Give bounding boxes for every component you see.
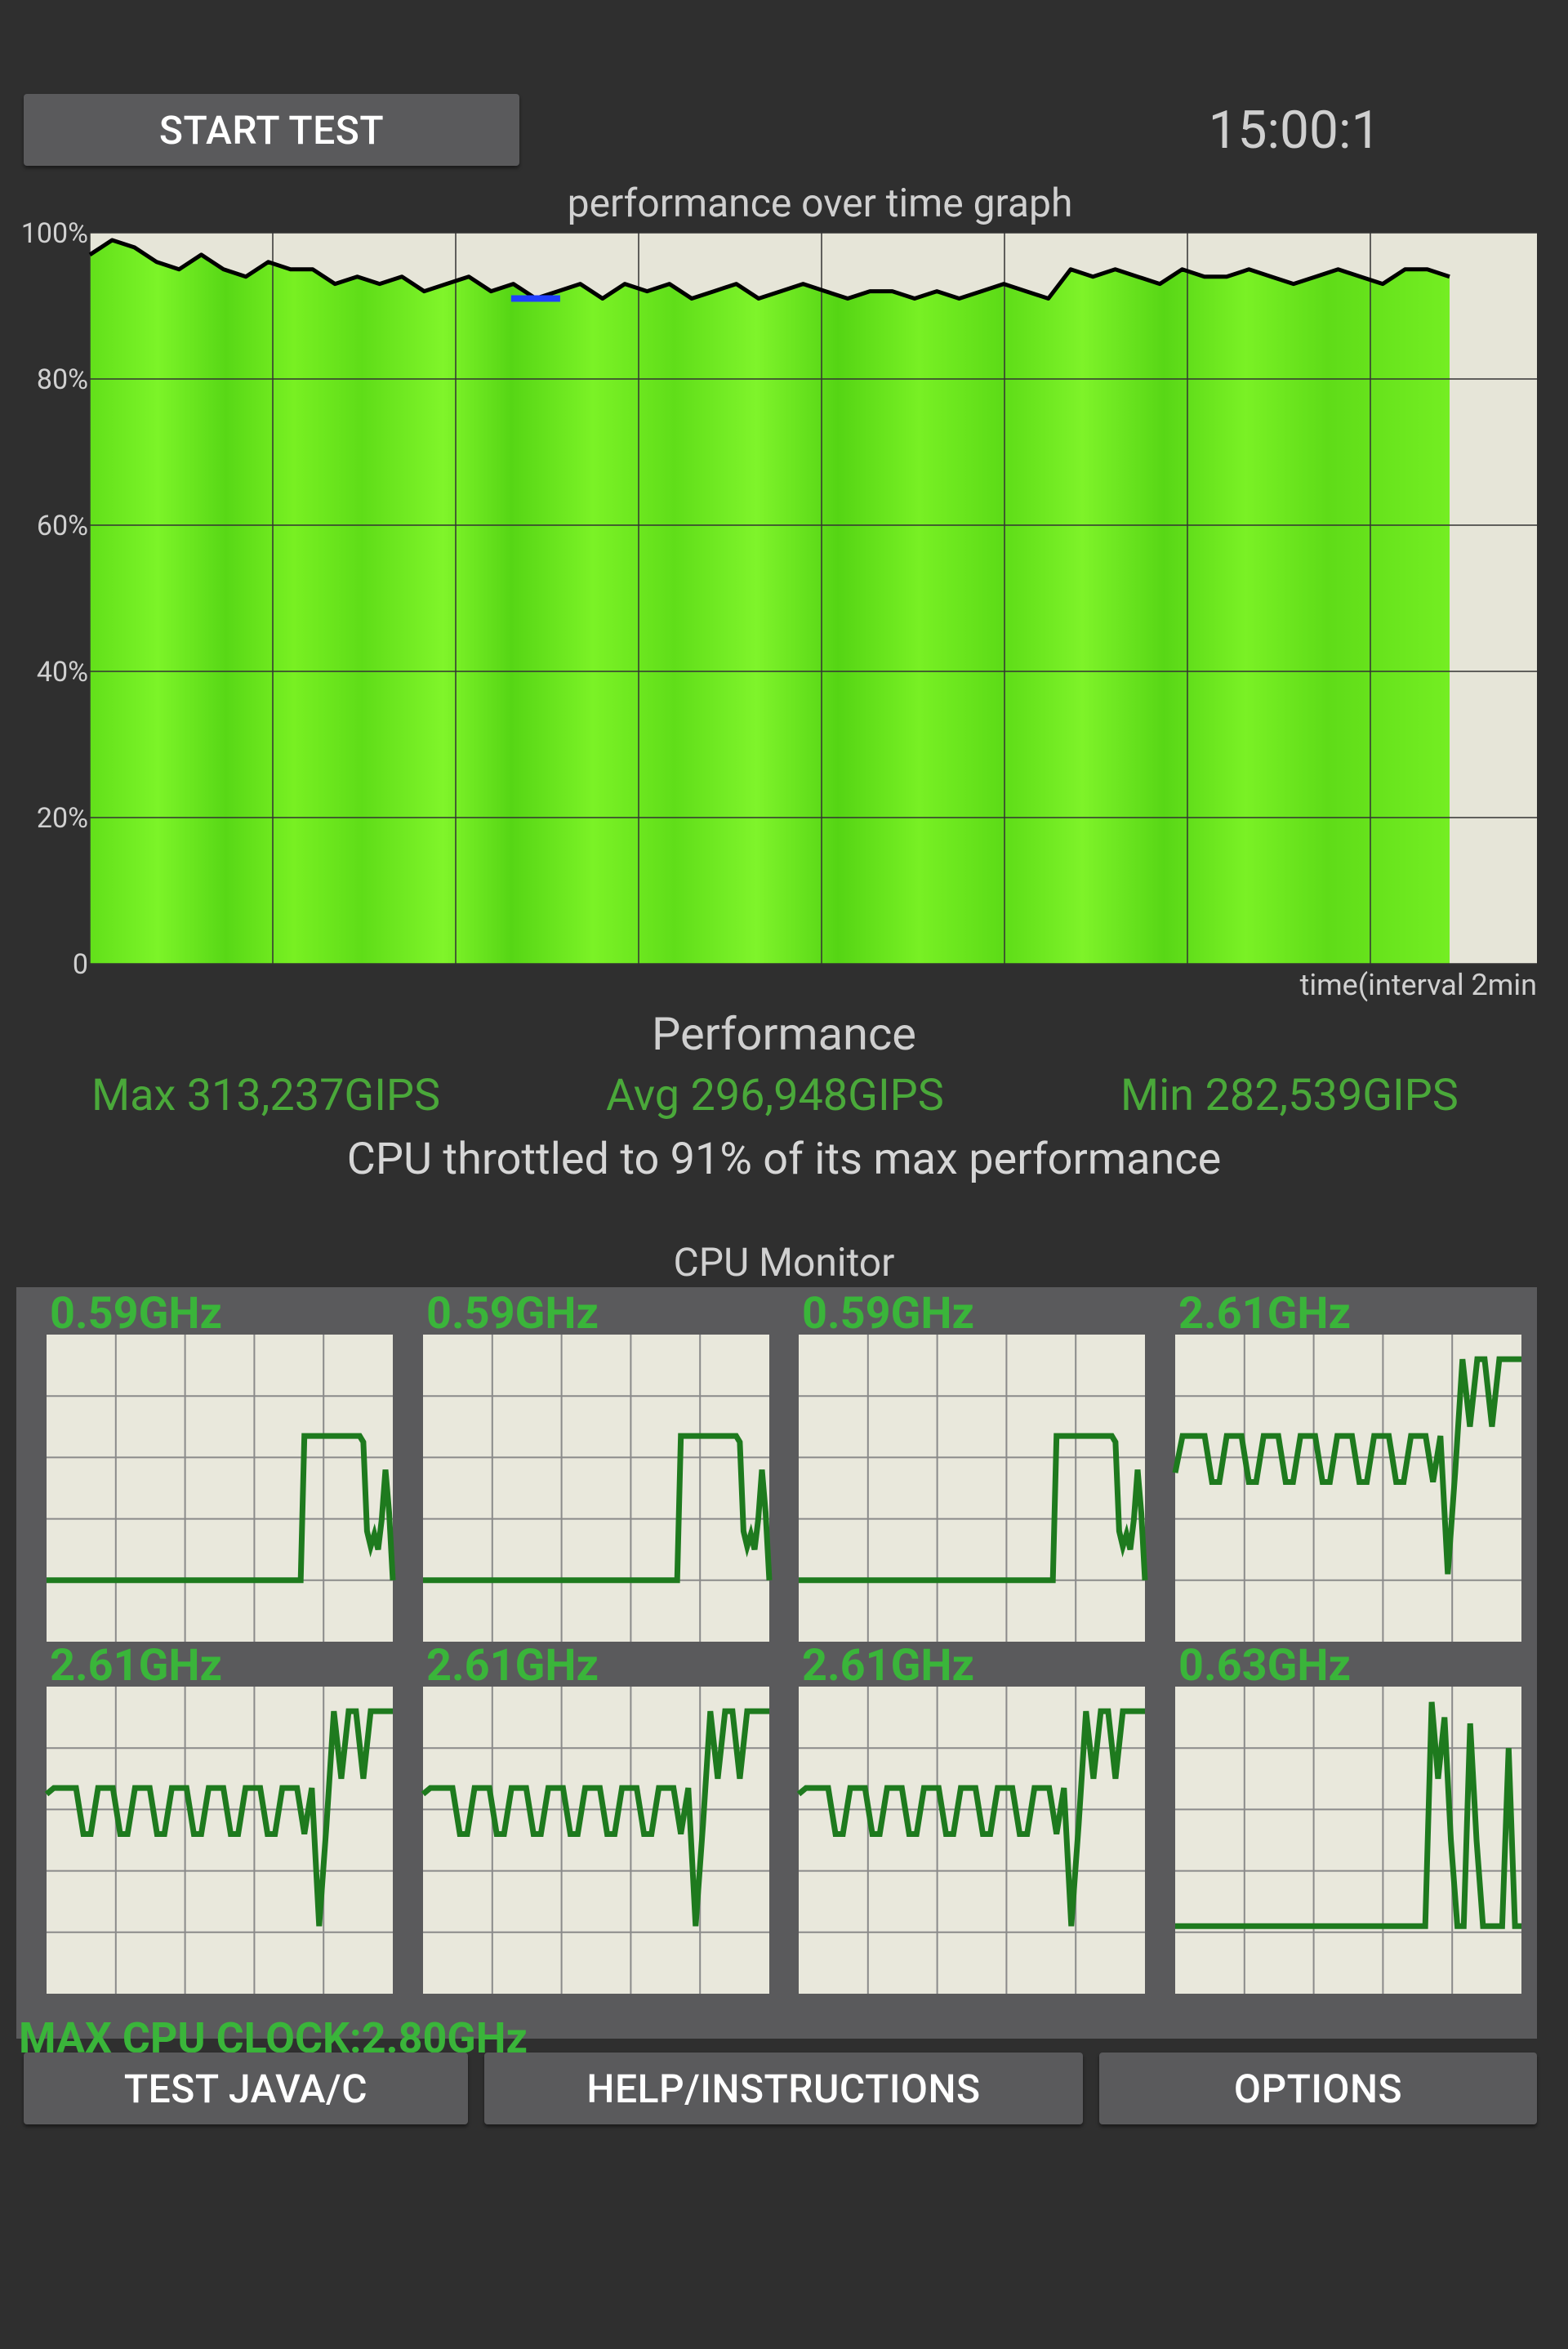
cpu-monitor-panel: 0.59GHz 0.59GHz 0.59GHz 2.61GHz 2.61GHz 2.61G… <box>16 1287 1537 2060</box>
timer: 15:00:1 <box>1208 99 1381 161</box>
core-frequency: 0.59GHz <box>50 1288 223 1339</box>
core-graph-5 <box>421 1687 769 1994</box>
y-tick-label: 0 <box>73 948 88 981</box>
core-graph-0 <box>47 1335 396 1642</box>
core-graph-3 <box>1172 1335 1521 1642</box>
performance-heading: Performance <box>652 1007 916 1061</box>
performance-graph: 100% 80% 60% 40% 20% 0 time(interval 2min <box>21 221 1537 1002</box>
core-load-line <box>1175 1701 1521 1929</box>
core-load-line <box>423 1433 773 1584</box>
core-graph-6 <box>796 1687 1145 1994</box>
core-frequency: 2.61GHz <box>50 1640 223 1692</box>
performance-area <box>90 240 1450 964</box>
avg-performance: Avg 296,948GIPS <box>606 1070 944 1121</box>
core-frequency: 0.59GHz <box>802 1288 975 1339</box>
core-graph-bg <box>799 1335 1145 1642</box>
performance-line <box>88 238 1450 301</box>
core-load-line <box>44 1708 393 1927</box>
y-tick-label: 80% <box>37 363 88 396</box>
help-instructions-button[interactable]: HELP/INSTRUCTIONS <box>484 2053 1083 2124</box>
core-load-line <box>421 1708 769 1927</box>
core-graph-7 <box>1175 1687 1521 1994</box>
core-graph-2 <box>799 1335 1148 1642</box>
start-test-button[interactable]: START TEST <box>24 94 519 166</box>
core-load-line <box>1172 1356 1521 1575</box>
core-graph-bg <box>47 1335 393 1642</box>
min-performance: Min 282,539GIPS <box>1120 1070 1459 1121</box>
core-graph-bg <box>47 1687 393 1994</box>
options-button[interactable]: OPTIONS <box>1099 2053 1537 2124</box>
core-graph-bg <box>799 1687 1145 1994</box>
core-frequency: 2.61GHz <box>1178 1288 1352 1339</box>
graph-title: performance over time graph <box>567 180 1073 226</box>
core-frequency: 0.59GHz <box>426 1288 599 1339</box>
y-tick-label: 60% <box>37 510 88 542</box>
test-java-c-button[interactable]: TEST JAVA/C <box>24 2053 468 2124</box>
core-graph-bg <box>423 1335 769 1642</box>
x-axis-label: time(interval 2min <box>1300 968 1537 1002</box>
core-graph-bg <box>423 1687 769 1994</box>
core-frequency: 0.63GHz <box>1178 1640 1352 1692</box>
core-frequency: 2.61GHz <box>802 1640 975 1692</box>
y-tick-label: 100% <box>21 221 88 250</box>
core-graph-bg <box>1175 1335 1521 1642</box>
cpu-monitor-title: CPU Monitor <box>673 1239 895 1286</box>
core-frequency: 2.61GHz <box>426 1640 599 1692</box>
core-load-line <box>47 1433 396 1584</box>
y-tick-label: 40% <box>37 656 88 689</box>
core-load-line <box>799 1433 1148 1584</box>
core-graph-1 <box>423 1335 773 1642</box>
core-load-line <box>796 1708 1145 1927</box>
y-tick-label: 20% <box>37 802 88 835</box>
max-cpu-clock: MAX CPU CLOCK:2.80GHz <box>19 2013 528 2063</box>
core-graph-4 <box>44 1687 393 1994</box>
max-performance: Max 313,237GIPS <box>91 1070 441 1121</box>
throttle-summary: CPU throttled to 91% of its max performa… <box>346 1134 1222 1185</box>
